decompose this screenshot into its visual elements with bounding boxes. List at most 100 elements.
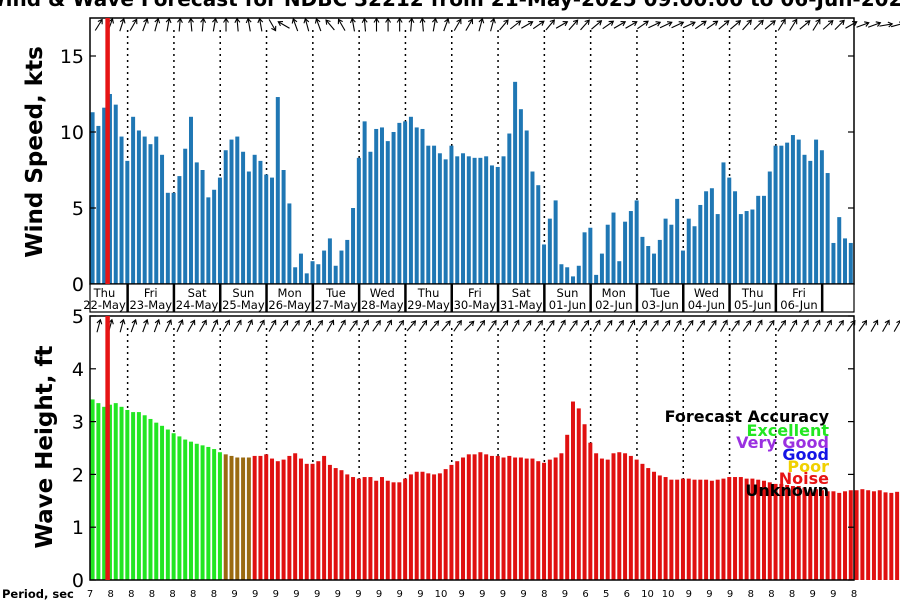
wave-direction-arrowhead: [618, 319, 624, 326]
wave-direction-arrowhead: [769, 319, 775, 326]
wave-direction-arrowhead: [271, 319, 277, 326]
wave-bar: [825, 491, 830, 580]
wind-bar: [518, 109, 523, 284]
wind-direction-arrow: [625, 21, 638, 29]
wave-direction-arrow: [684, 320, 694, 332]
wave-bar: [194, 443, 199, 580]
wind-direction-arrow: [351, 18, 356, 32]
wind-bar: [241, 151, 246, 284]
day-name: Tue: [325, 286, 346, 300]
wind-direction-arrow: [822, 20, 834, 30]
wave-bar: [796, 486, 801, 580]
wind-bar: [576, 265, 581, 284]
wave-bar: [536, 461, 541, 580]
wind-bar: [848, 242, 853, 284]
wave-bar: [785, 484, 790, 580]
wind-bar: [733, 191, 738, 284]
period-value: 9: [231, 589, 237, 600]
wave-direction-arrow: [314, 320, 323, 332]
wind-direction-arrow: [591, 20, 602, 30]
wave-bar: [484, 454, 489, 580]
wave-direction-arrowhead: [595, 319, 601, 326]
wind-direction-arrowhead: [562, 21, 569, 27]
wave-direction-arrow: [777, 320, 786, 332]
wave-bar: [860, 489, 865, 580]
current-time-marker-wind: [105, 18, 110, 284]
wave-direction-arrowhead: [445, 320, 451, 326]
day-name: Mon: [602, 286, 626, 300]
wind-direction-arrowhead: [596, 20, 603, 26]
wave-direction-arrowhead: [386, 319, 393, 326]
wind-bar: [270, 177, 275, 284]
wave-direction-arrowhead: [131, 318, 138, 325]
wind-bar: [652, 253, 657, 284]
wave-bar: [217, 452, 222, 580]
wind-direction-arrowhead: [608, 20, 615, 26]
wave-bar: [542, 462, 547, 580]
wave-bar: [692, 479, 697, 580]
day-name: Thu: [417, 286, 440, 300]
wave-direction-arrowhead: [884, 319, 890, 326]
wind-bar: [669, 224, 674, 284]
wind-bar: [107, 94, 112, 284]
wave-direction-arrowhead: [746, 319, 752, 326]
wave-bar: [559, 453, 564, 580]
period-value: 8: [541, 589, 547, 600]
wind-bar: [507, 133, 512, 284]
wave-direction-arrow: [199, 320, 207, 332]
wind-bar: [547, 218, 552, 284]
wave-bar: [229, 455, 234, 580]
period-value: 8: [748, 589, 754, 600]
wave-direction-arrow: [824, 320, 832, 332]
wind-y-tick-label: 15: [60, 46, 84, 68]
wind-bar: [437, 153, 442, 284]
wave-direction-arrowhead: [259, 319, 265, 326]
day-name: Sat: [188, 286, 207, 300]
wave-bar: [252, 455, 257, 580]
wind-bar: [212, 189, 217, 284]
wave-bar: [513, 457, 518, 580]
wave-bar: [698, 479, 703, 580]
wind-bar: [657, 239, 662, 284]
wave-bar: [327, 464, 332, 580]
wind-direction-arrow: [212, 18, 217, 32]
wave-direction-arrow: [245, 319, 253, 333]
wave-direction-arrow: [338, 320, 346, 332]
wave-bar: [102, 406, 107, 580]
wind-bar: [96, 125, 101, 284]
period-value: 5: [603, 589, 609, 600]
wave-direction-arrow: [418, 320, 427, 332]
wind-bar: [333, 265, 338, 284]
wind-direction-arrow: [142, 18, 148, 32]
wave-direction-arrow: [580, 320, 590, 332]
wave-bar: [171, 433, 176, 580]
wind-direction-arrow: [259, 18, 263, 32]
day-name: Mon: [278, 286, 302, 300]
wave-direction-arrowhead: [329, 319, 335, 326]
wave-direction-arrowhead: [780, 319, 786, 326]
wave-bar: [241, 457, 246, 580]
wave-bar: [669, 479, 674, 580]
wave-bar: [160, 425, 165, 580]
wave-direction-arrowhead: [410, 320, 417, 326]
wind-bar: [495, 166, 500, 284]
wave-bar: [351, 477, 356, 580]
wave-bar: [507, 455, 512, 580]
day-name: Sun: [232, 286, 254, 300]
wave-direction-arrow: [603, 320, 613, 332]
wave-bar: [709, 480, 714, 580]
wave-direction-arrow: [211, 319, 218, 333]
wind-bar: [322, 250, 327, 284]
wave-bar: [663, 477, 668, 580]
wind-bar: [264, 174, 269, 284]
day-date: 02-Jun: [595, 298, 632, 312]
wave-direction-arrowhead: [166, 319, 173, 325]
wave-bar: [733, 477, 738, 580]
wind-bar: [403, 121, 408, 284]
wave-direction-arrow: [511, 320, 520, 332]
wave-direction-arrowhead: [838, 319, 844, 326]
wave-y-tick-label: 2: [72, 464, 84, 486]
wave-bar: [212, 449, 217, 580]
period-value: 9: [376, 589, 382, 600]
wind-direction-arrow: [648, 21, 661, 29]
